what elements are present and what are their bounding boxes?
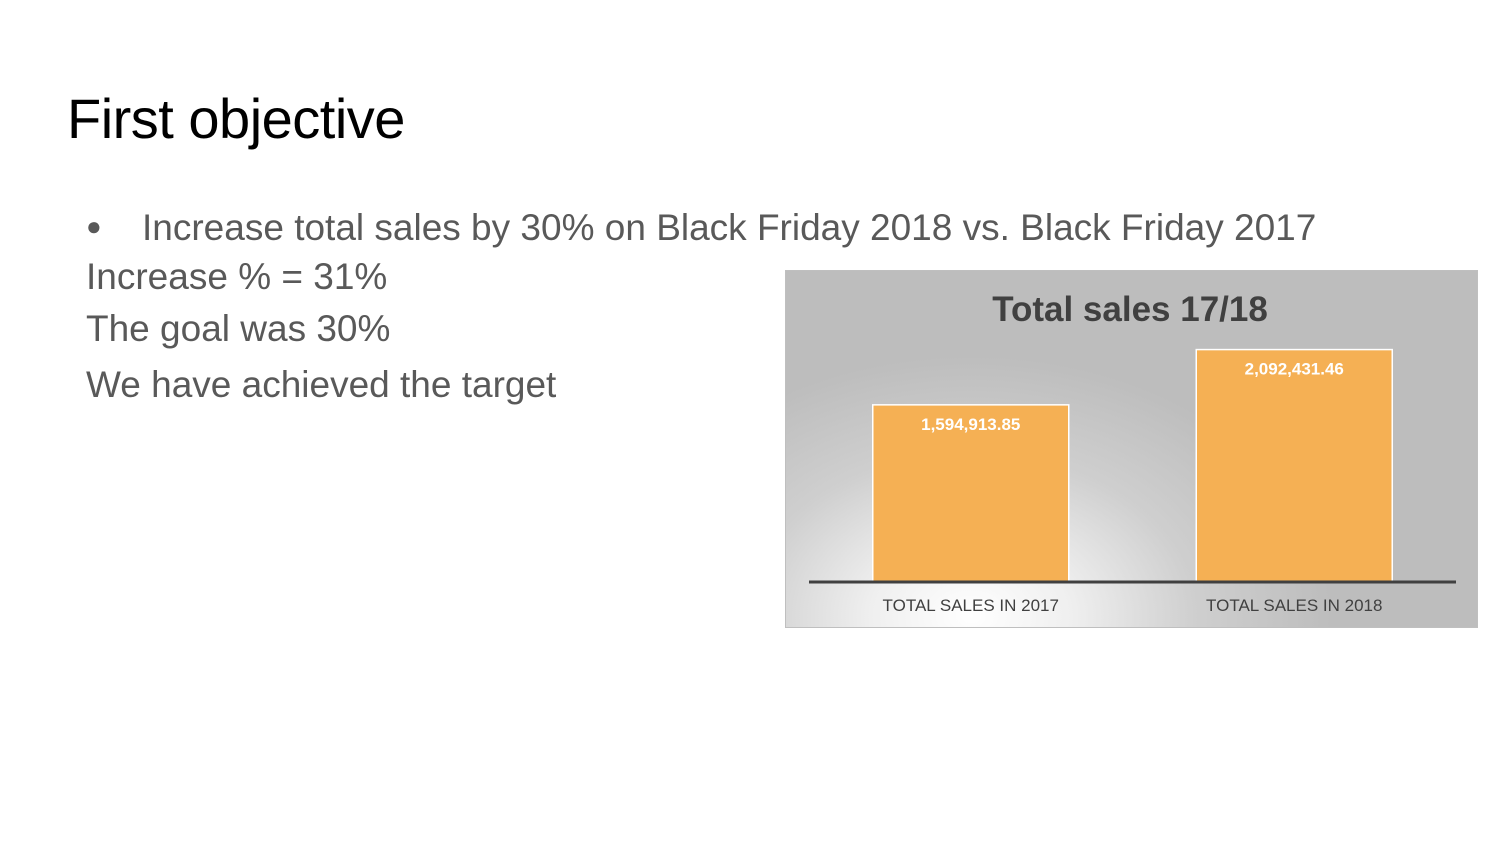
x-tick-label-1: TOTAL SALES IN 2017 [883, 596, 1059, 615]
bullet-dot-icon: ● [86, 211, 102, 241]
increase-percent-line: Increase % = 31% [86, 256, 388, 297]
data-label-1: 1,594,913.85 [921, 415, 1020, 434]
achieved-line: We have achieved the target [86, 364, 557, 405]
goal-line: The goal was 30% [86, 308, 391, 349]
sales-chart: Total sales 17/18 1,594,913.85 TOTAL SALE… [785, 270, 1478, 628]
chart-svg: Total sales 17/18 1,594,913.85 TOTAL SALE… [809, 290, 1456, 615]
data-label-2: 2,092,431.46 [1245, 360, 1344, 379]
bullet-text: Increase total sales by 30% on Black Fri… [142, 207, 1317, 248]
x-tick-label-2: TOTAL SALES IN 2018 [1206, 596, 1382, 615]
bars-layer: 1,594,913.85 TOTAL SALES IN 2017 2,092,431… [872, 348, 1393, 615]
bar-2 [1195, 348, 1393, 583]
slide-title: First objective [67, 87, 405, 150]
chart-title: Total sales 17/18 [992, 290, 1268, 329]
bullet-item: ● Increase total sales by 30% on Black Fr… [86, 207, 1316, 249]
bar-1 [872, 404, 1070, 583]
